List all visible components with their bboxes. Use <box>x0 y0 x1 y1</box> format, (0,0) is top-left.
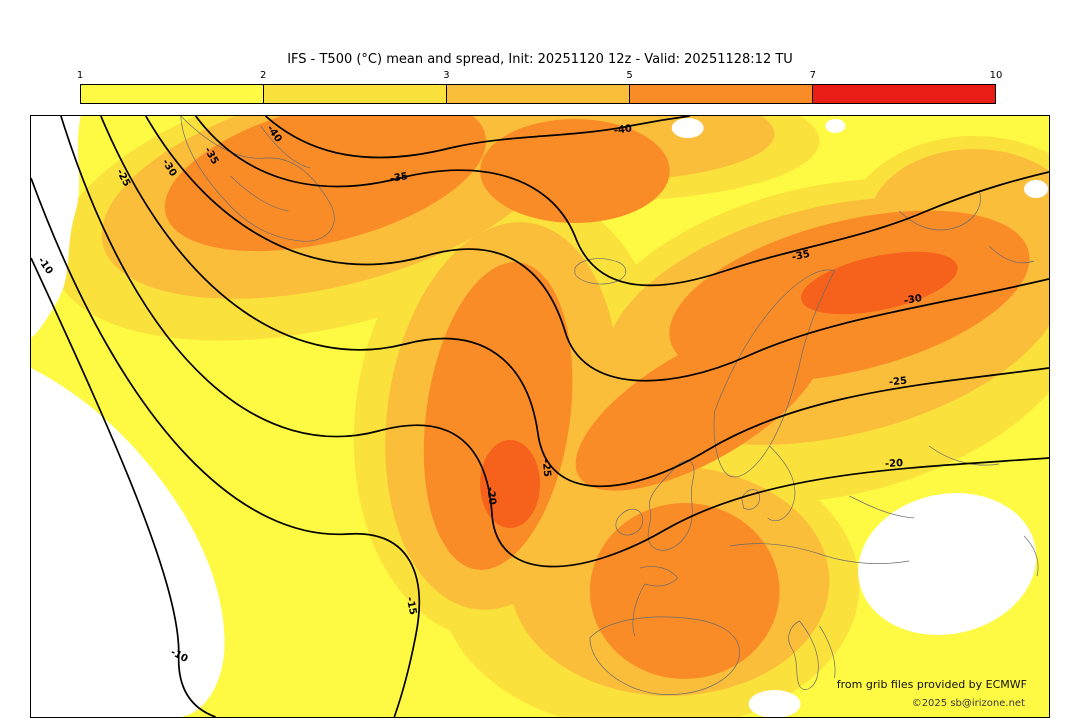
page-title: IFS - T500 (°C) mean and spread, Init: 2… <box>287 52 793 67</box>
colorbar-tick: 10 <box>989 70 1003 81</box>
colorbar-segment <box>630 85 813 103</box>
colorbar-tick: 3 <box>443 70 450 81</box>
colorbar-segment <box>447 85 630 103</box>
map-canvas: -40 -35 -30 -25 -40 -35 -35 -30 -25 -20 … <box>30 115 1050 718</box>
contour-label: -25 <box>539 458 553 478</box>
colorbar-tick: 1 <box>76 70 84 81</box>
contour-label: -20 <box>884 458 904 470</box>
colorbar-segment <box>813 85 995 103</box>
colorbar-tick: 7 <box>809 70 816 81</box>
colorbar-tick-labels: 1 2 3 5 7 10 <box>76 70 1003 84</box>
attribution-source: from grib files provided by ECMWF <box>836 678 1027 691</box>
spread-fill-layer <box>31 116 1049 717</box>
colorbar-segment <box>264 85 447 103</box>
weather-map-svg <box>31 116 1049 717</box>
colorbar: 1 2 3 5 7 10 <box>76 70 1003 104</box>
colorbar-segment <box>81 85 264 103</box>
colorbar-tick: 2 <box>260 70 267 81</box>
attribution-copyright: ©2025 sb@irizone.net <box>911 698 1025 709</box>
coastline-layer <box>180 116 1039 695</box>
contour-label: -25 <box>888 375 908 389</box>
contour-line-layer <box>31 116 1049 717</box>
colorbar-bar <box>80 84 996 104</box>
contour-label: -20 <box>484 486 498 506</box>
colorbar-tick: 5 <box>626 70 633 81</box>
